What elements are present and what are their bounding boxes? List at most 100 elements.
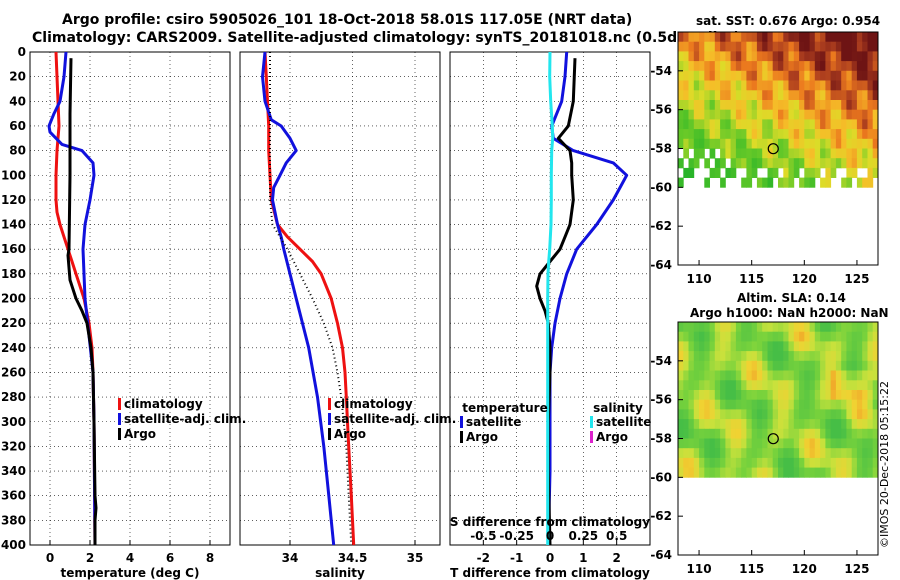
heatmap-cell: [862, 109, 868, 120]
heatmap-cell: [762, 177, 768, 188]
heatmap-cell: [762, 129, 768, 140]
heatmap-cell: [693, 119, 700, 130]
heatmap-cell: [699, 390, 705, 401]
x-tick-label: 2: [612, 551, 620, 565]
heatmap-cell: [709, 390, 716, 401]
heatmap-cell: [783, 70, 789, 81]
heatmap-cell: [699, 419, 705, 430]
heatmap-cell: [867, 70, 874, 81]
heatmap-cell: [851, 351, 858, 362]
heatmap-cell: [793, 428, 800, 439]
heatmap-cell: [714, 61, 721, 72]
heatmap-cell: [783, 448, 789, 459]
heatmap-cell: [693, 80, 700, 91]
heatmap-cell: [772, 399, 779, 410]
legend-swatch: [590, 431, 593, 443]
heatmap-cell: [735, 438, 742, 449]
heatmap-cell: [778, 322, 784, 333]
heatmap-cell: [767, 90, 774, 101]
heatmap-cell: [846, 90, 853, 101]
heatmap-cell: [735, 380, 742, 391]
heatmap-cell: [851, 331, 858, 342]
heatmap-cell: [841, 360, 847, 371]
heatmap-cell: [830, 438, 837, 449]
heatmap-cell: [841, 109, 847, 120]
heatmap-cell: [735, 331, 742, 342]
heatmap-cell: [746, 109, 753, 120]
heatmap-cell: [767, 399, 774, 410]
heatmap-cell: [751, 167, 758, 178]
heatmap-cell: [793, 90, 800, 101]
heatmap-cell: [772, 457, 779, 468]
heatmap-cell: [825, 41, 832, 52]
heatmap-cell: [809, 129, 816, 140]
heatmap-cell: [799, 360, 805, 371]
heatmap-cell: [867, 370, 874, 381]
heatmap-cell: [804, 119, 810, 130]
heatmap-cell: [725, 70, 732, 81]
heatmap-cell: [835, 399, 842, 410]
heatmap-cell: [814, 138, 821, 149]
x-tick-label: 1: [579, 551, 587, 565]
heatmap-cell: [825, 341, 832, 352]
heatmap-cell: [814, 109, 821, 120]
heatmap-cell: [830, 322, 837, 333]
heatmap-cell: [872, 390, 879, 401]
heatmap-cell: [683, 51, 689, 62]
heatmap-cell: [778, 129, 784, 140]
heatmap-cell: [830, 419, 837, 430]
heatmap-cell: [809, 438, 816, 449]
heatmap-cell: [767, 360, 774, 371]
heatmap-cell: [693, 360, 700, 371]
heatmap-cell: [867, 109, 874, 120]
heatmap-cell: [778, 41, 784, 52]
heatmap-cell: [778, 360, 784, 371]
heatmap-cell: [741, 370, 747, 381]
heatmap-cell: [746, 100, 753, 111]
heatmap-cell: [688, 109, 695, 120]
heatmap-cell: [809, 448, 816, 459]
heatmap-cell: [762, 380, 768, 391]
heatmap-cell: [741, 409, 747, 420]
heatmap-cell: [756, 428, 763, 439]
heatmap-cell: [683, 61, 689, 72]
heatmap-cell: [841, 41, 847, 52]
heatmap-cell: [730, 51, 737, 62]
heatmap-cell: [820, 158, 826, 169]
heatmap-cell: [720, 61, 726, 72]
heatmap-cell: [756, 109, 763, 120]
heatmap-cell: [772, 331, 779, 342]
heatmap-cell: [762, 100, 768, 111]
heatmap-cell: [830, 51, 837, 62]
heatmap-cell: [830, 41, 837, 52]
legend-swatch: [328, 398, 331, 410]
heatmap-cell: [778, 148, 784, 159]
heatmap-cell: [704, 158, 710, 169]
heatmap-cell: [793, 438, 800, 449]
heatmap-cell: [693, 61, 700, 72]
heatmap-cell: [725, 80, 732, 91]
heatmap-cell: [720, 341, 726, 352]
heatmap-cell: [730, 41, 737, 52]
heatmap-cell: [856, 370, 863, 381]
heatmap-cell: [872, 351, 879, 362]
heatmap-cell: [825, 360, 832, 371]
heatmap-cell: [714, 390, 721, 401]
heatmap-cell: [825, 419, 832, 430]
heatmap-cell: [756, 360, 763, 371]
heatmap-cell: [756, 90, 763, 101]
heatmap-cell: [841, 80, 847, 91]
heatmap-cell: [693, 129, 700, 140]
heatmap-cell: [751, 351, 758, 362]
heatmap-cell: [772, 380, 779, 391]
heatmap-cell: [767, 70, 774, 81]
heatmap-cell: [841, 351, 847, 362]
heatmap-cell: [751, 32, 758, 43]
heatmap-cell: [751, 129, 758, 140]
heatmap-cell: [756, 467, 763, 478]
map-y-tick-label: -62: [650, 219, 672, 233]
heatmap-cell: [709, 467, 716, 478]
heatmap-cell: [693, 109, 700, 120]
heatmap-cell: [788, 399, 795, 410]
heatmap-cell: [804, 41, 810, 52]
